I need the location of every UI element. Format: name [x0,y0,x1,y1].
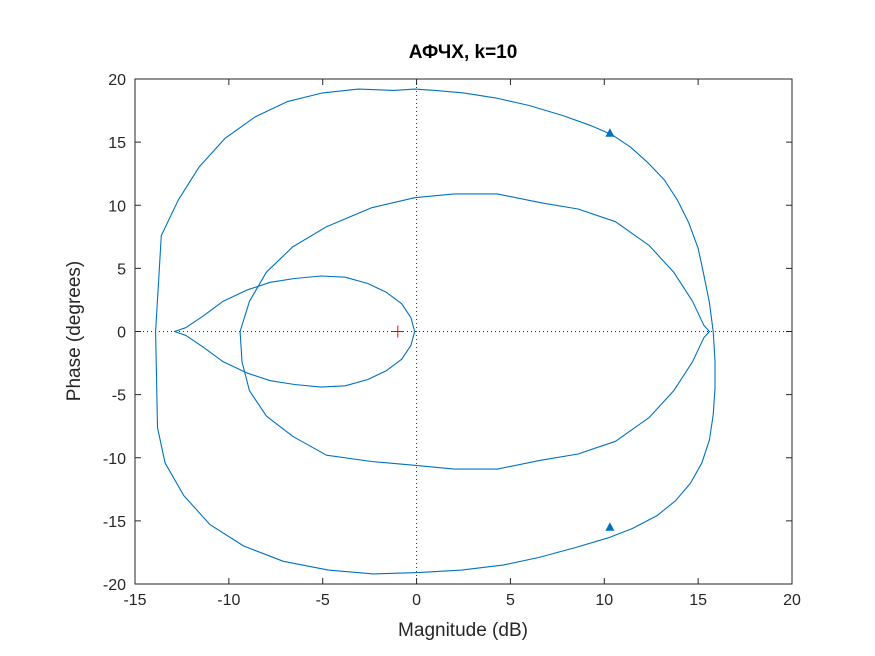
chart-title: АФЧХ, k=10 [409,42,518,63]
direction-arrow-1 [605,128,615,137]
x-tick-label: 20 [783,592,801,609]
y-tick-label: 15 [108,135,126,152]
x-tick-label: 0 [412,592,421,609]
y-tick-label: -20 [103,577,126,594]
x-axis-label: Magnitude (dB) [398,620,528,641]
critical-point-marker [391,325,404,338]
y-tick-label: 5 [117,261,126,278]
y-tick-label: 20 [108,72,126,89]
y-tick-label: -15 [103,514,126,531]
y-tick-label: 0 [117,325,126,342]
series-line-3 [173,275,416,388]
y-tick-label: -5 [112,388,126,405]
x-tick-label: -15 [123,592,146,609]
x-tick-label: -10 [217,592,240,609]
x-tick-label: 15 [689,592,707,609]
x-tick-label: -5 [316,592,330,609]
zero-reference-lines [135,79,792,584]
series-line-2 [239,193,710,470]
x-tick-label: 10 [595,592,613,609]
markers-layer [391,128,615,531]
direction-arrow-2 [605,522,615,531]
y-axis-label: Phase (degrees) [64,261,85,401]
y-tick-label: 10 [108,198,126,215]
series-layer [155,88,716,575]
x-tick-label: 5 [506,592,515,609]
series-line-1 [155,88,716,575]
y-tick-label: -10 [103,451,126,468]
